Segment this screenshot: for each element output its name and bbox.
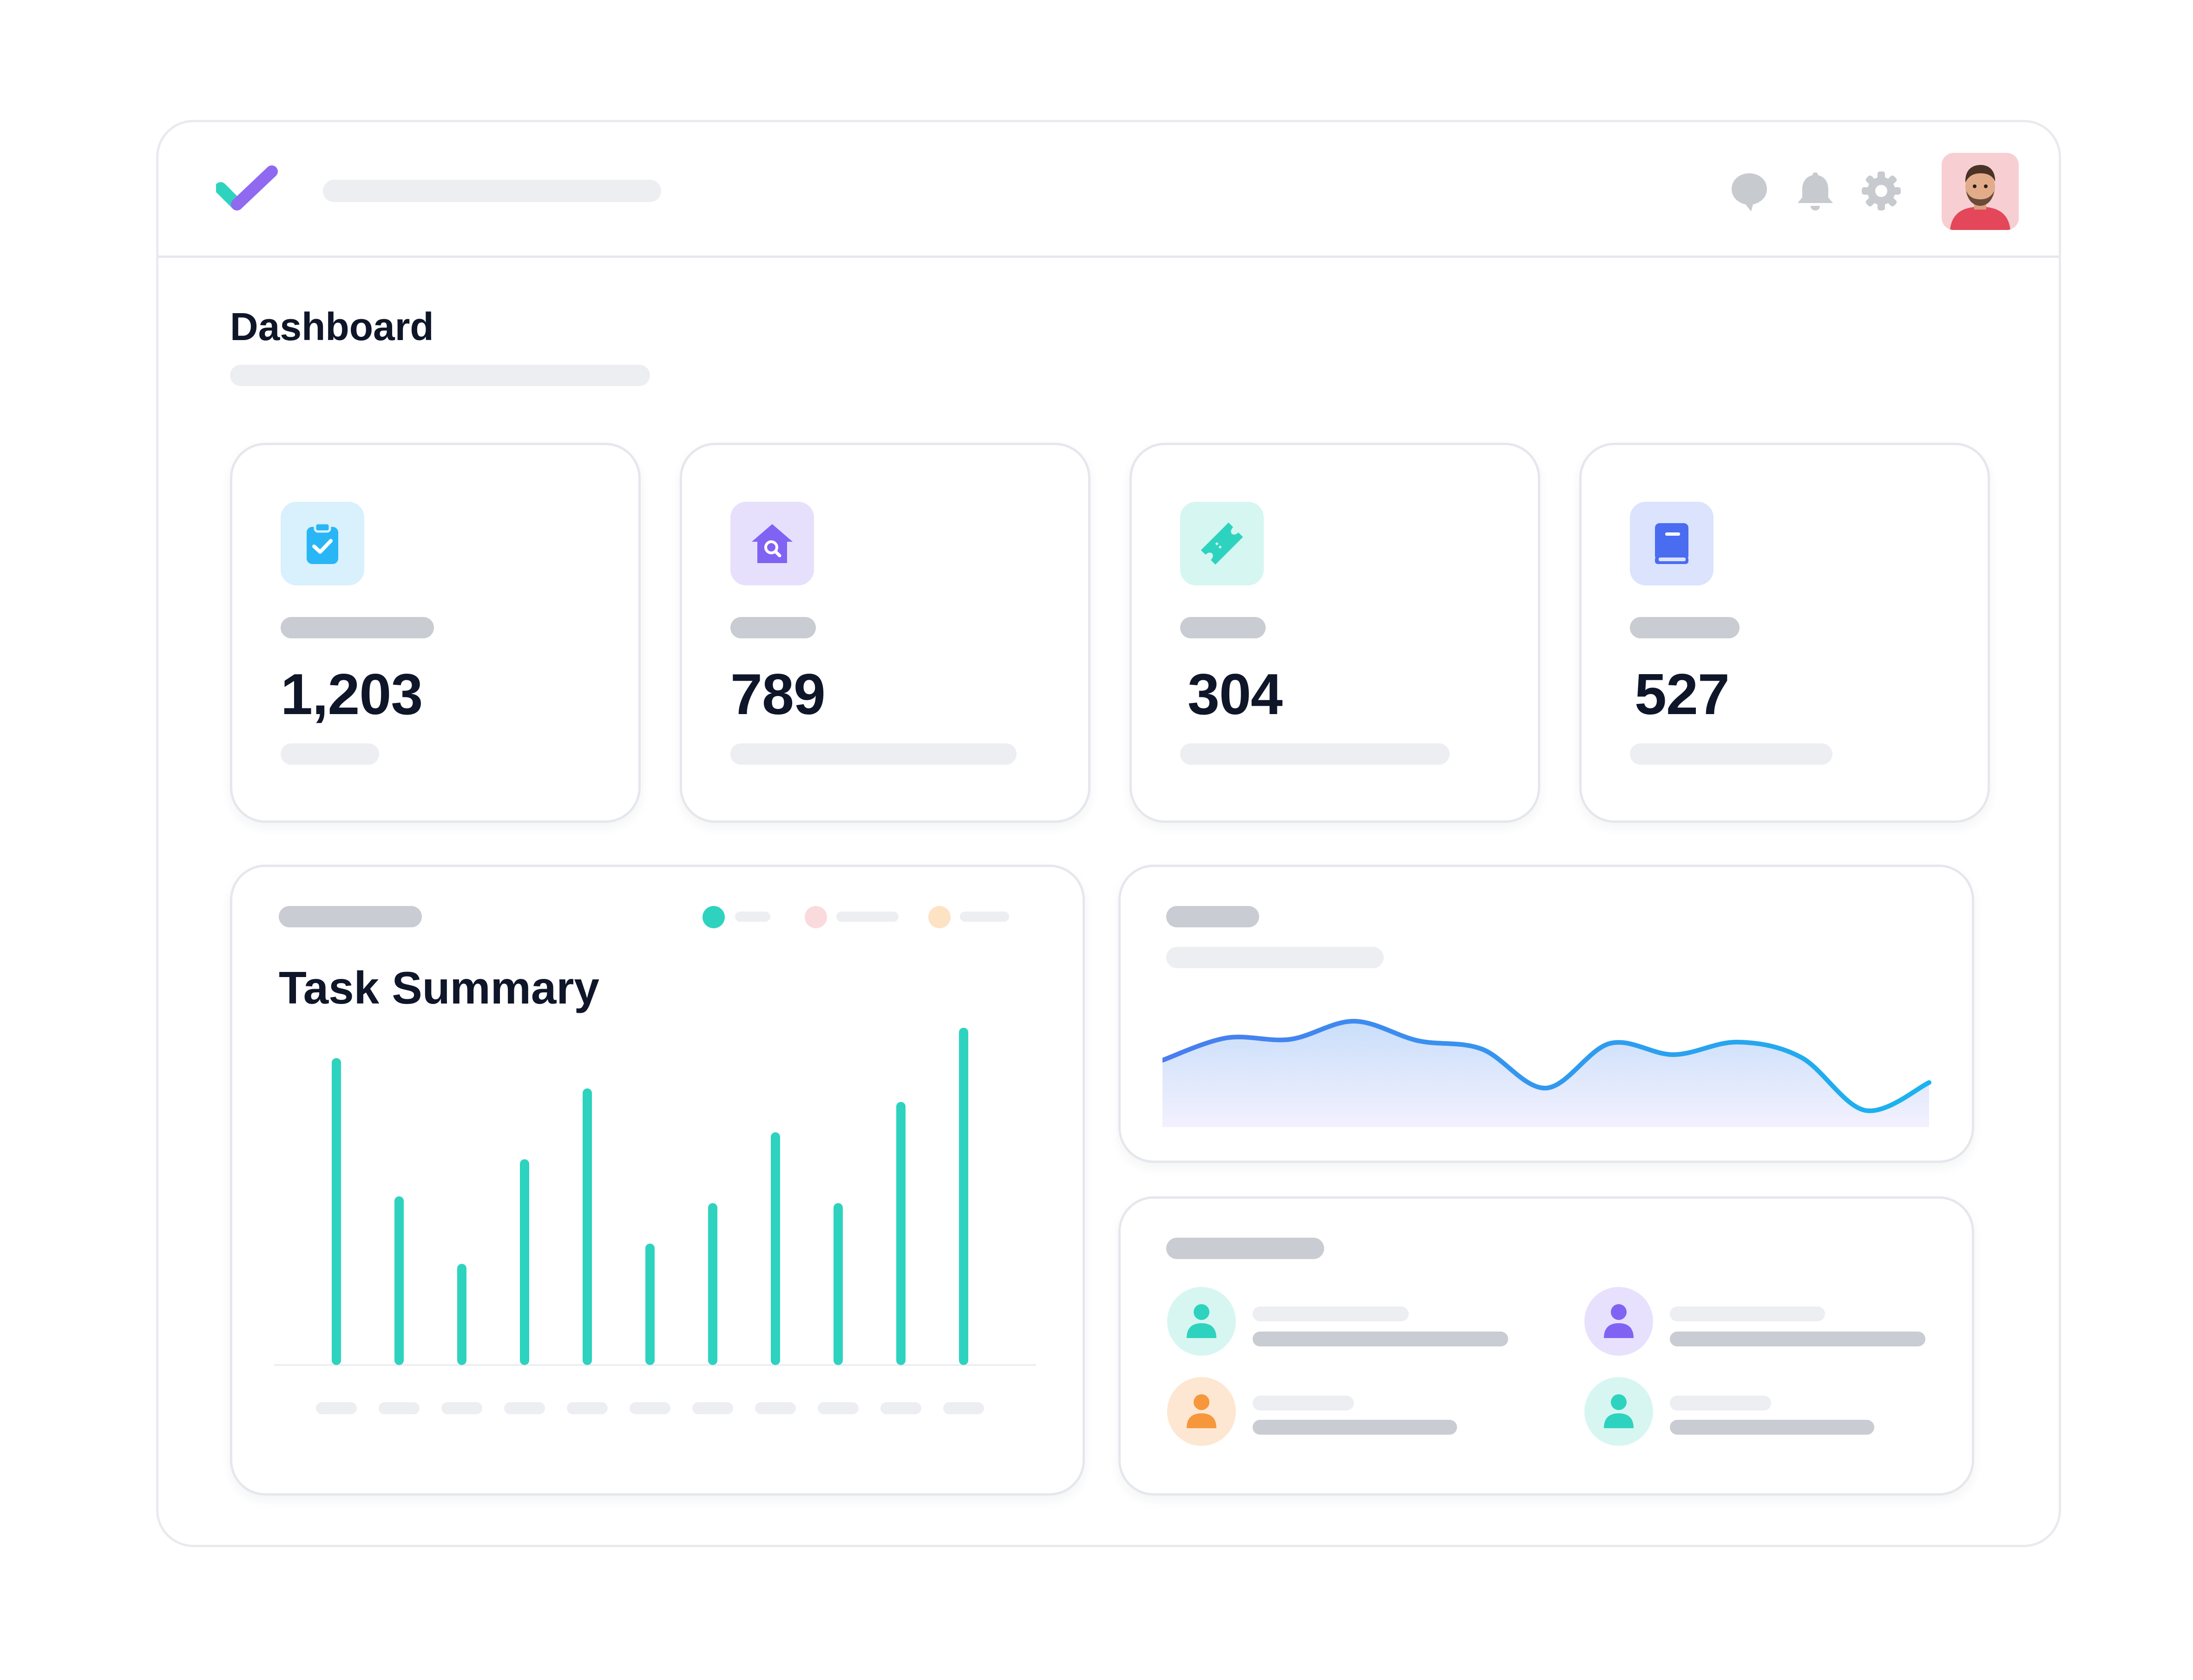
bar[interactable]: [959, 1028, 968, 1365]
house-search-icon: [730, 502, 814, 585]
user-icon: [1604, 1394, 1634, 1428]
stat-label-placeholder: [730, 617, 816, 638]
area-fill: [1162, 1021, 1929, 1127]
stat-card-tasks[interactable]: 1,203: [230, 443, 641, 823]
x-tick-label-placeholder: [692, 1402, 733, 1414]
trend-line: [1162, 1018, 1931, 1113]
ticket-icon: [1180, 502, 1264, 585]
x-tick-label-placeholder: [755, 1402, 796, 1414]
stat-label-placeholder: [1630, 617, 1740, 638]
legend-label-placeholder: [735, 912, 770, 922]
legend-label-placeholder: [960, 912, 1009, 922]
bar[interactable]: [332, 1058, 341, 1365]
stat-card-tickets[interactable]: 304: [1129, 443, 1540, 823]
panel-label-placeholder: [279, 906, 422, 927]
x-tick-label-placeholder: [880, 1402, 921, 1414]
member-detail-placeholder: [1253, 1420, 1457, 1435]
chat-bubble-icon[interactable]: [1727, 169, 1772, 213]
stat-card-properties[interactable]: 789: [680, 443, 1090, 823]
member-detail-placeholder: [1670, 1332, 1925, 1346]
check-logo-icon[interactable]: [216, 165, 279, 216]
stat-value: 789: [730, 663, 826, 727]
user-avatar[interactable]: [1942, 153, 2019, 230]
stat-footer-placeholder: [281, 743, 379, 765]
member-name-placeholder: [1253, 1396, 1354, 1411]
legend-dot: [703, 906, 725, 928]
user-icon: [1604, 1304, 1634, 1338]
member-detail-placeholder: [1253, 1332, 1508, 1346]
panel-subtitle-placeholder: [1166, 947, 1384, 968]
x-tick-label-placeholder: [316, 1402, 357, 1414]
panel-label-placeholder: [1166, 906, 1259, 927]
member-name-placeholder: [1670, 1396, 1771, 1411]
top-bar: [158, 122, 2059, 258]
bar[interactable]: [394, 1196, 404, 1365]
member-name-placeholder: [1670, 1306, 1825, 1321]
page-title: Dashboard: [230, 305, 434, 348]
team-member-avatar[interactable]: [1167, 1377, 1236, 1446]
stat-footer-placeholder: [730, 743, 1017, 765]
task-summary-title: Task Summary: [279, 962, 599, 1013]
bar[interactable]: [896, 1102, 906, 1365]
x-tick-label-placeholder: [818, 1402, 859, 1414]
page-subtitle-placeholder: [230, 365, 650, 386]
stat-value: 527: [1635, 663, 1730, 727]
x-tick-label-placeholder: [379, 1402, 420, 1414]
bar[interactable]: [708, 1203, 717, 1365]
stat-value: 304: [1188, 663, 1283, 727]
user-icon: [1187, 1304, 1216, 1338]
member-name-placeholder: [1253, 1306, 1409, 1321]
x-tick-label-placeholder: [441, 1402, 482, 1414]
legend-dot: [928, 906, 951, 928]
bar[interactable]: [834, 1203, 843, 1365]
bell-icon[interactable]: [1793, 169, 1838, 213]
stat-card-books[interactable]: 527: [1579, 443, 1990, 823]
task-summary-bar-chart: [274, 1028, 1036, 1414]
stat-footer-placeholder: [1180, 743, 1450, 765]
book-icon: [1630, 502, 1714, 585]
clipboard-check-icon: [281, 502, 364, 585]
bar[interactable]: [457, 1264, 466, 1365]
bar[interactable]: [583, 1088, 592, 1365]
bar[interactable]: [645, 1243, 655, 1365]
x-tick-label-placeholder: [943, 1402, 984, 1414]
dashboard-window: Dashboard 1,203 789: [156, 120, 2061, 1547]
trend-area-chart: [1162, 1018, 1931, 1127]
team-member-avatar[interactable]: [1167, 1287, 1236, 1356]
stat-label-placeholder: [281, 617, 434, 638]
stat-label-placeholder: [1180, 617, 1266, 638]
team-panel: [1118, 1196, 1974, 1496]
search-bar[interactable]: [323, 180, 661, 202]
panel-label-placeholder: [1166, 1238, 1324, 1259]
x-tick-label-placeholder: [630, 1402, 670, 1414]
bar[interactable]: [771, 1132, 780, 1365]
team-member-avatar[interactable]: [1584, 1377, 1653, 1446]
stat-value: 1,203: [281, 663, 423, 727]
task-summary-panel: Task Summary: [230, 865, 1085, 1496]
gear-icon[interactable]: [1859, 169, 1904, 213]
team-member-avatar[interactable]: [1584, 1287, 1653, 1356]
user-icon: [1187, 1394, 1216, 1428]
x-tick-label-placeholder: [504, 1402, 545, 1414]
bar[interactable]: [520, 1159, 529, 1365]
legend-dot: [805, 906, 827, 928]
legend-label-placeholder: [836, 912, 899, 922]
stat-footer-placeholder: [1630, 743, 1832, 765]
member-detail-placeholder: [1670, 1420, 1874, 1435]
x-tick-label-placeholder: [567, 1402, 608, 1414]
trend-panel: [1118, 865, 1974, 1163]
